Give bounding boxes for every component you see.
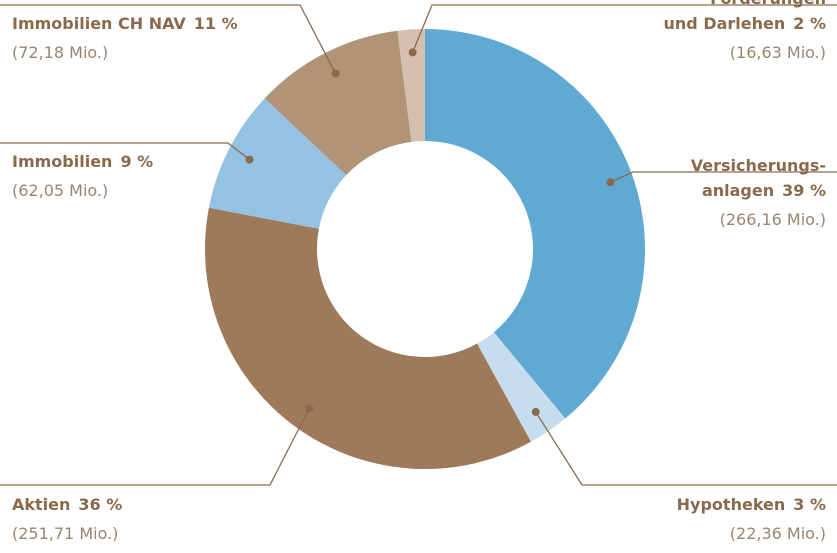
label-line: anlagen [702,181,782,200]
leader-line [535,411,837,486]
donut-slice [205,207,531,469]
value-label: 11 % [194,14,238,33]
leader-dot [245,155,254,164]
value-label: 3 % [793,495,826,514]
slice-label: Forderungen und Darlehen 2 % [664,0,826,33]
amount-label: (251,71 Mio.) [12,524,118,543]
label-line: Hypotheken [677,495,794,514]
label-line: Aktien [12,495,78,514]
amount-label: (16,63 Mio.) [730,43,826,62]
label-line: Versicherungs- [691,156,826,175]
leader-line [412,4,837,53]
donut-slice [264,30,412,176]
amount-label: (62,05 Mio.) [12,181,108,200]
value-label: 36 % [78,495,122,514]
leader-dot [331,69,340,78]
label-line: Forderungen [710,0,826,8]
donut-slice [425,29,645,419]
value-label: 9 % [120,152,153,171]
slice-label: Immobilien CH NAV 11 % [12,14,238,33]
leader-dot [408,48,417,57]
leader-line [0,142,250,161]
slice-label: Immobilien 9 % [12,152,153,171]
slice-label: Versicherungs-anlagen 39 % [691,156,826,200]
leader-dot [305,404,314,413]
leader-dot [531,407,540,416]
label-line: Immobilien [12,152,120,171]
slice-label: Aktien 36 % [12,495,122,514]
donut-slice [208,98,347,229]
amount-label: (22,36 Mio.) [730,524,826,543]
leader-dot [606,178,615,187]
leader-line [0,4,337,74]
amount-label: (72,18 Mio.) [12,43,108,62]
value-label: 39 % [782,181,826,200]
slice-label: Hypotheken 3 % [677,495,826,514]
donut-slice [477,332,566,442]
value-label: 2 % [793,14,826,33]
label-line: Immobilien CH NAV [12,14,194,33]
leader-line [0,408,310,486]
amount-label: (266,16 Mio.) [720,210,826,229]
donut-slice [397,29,425,142]
leader-line [610,171,837,183]
label-line: und Darlehen [664,14,794,33]
